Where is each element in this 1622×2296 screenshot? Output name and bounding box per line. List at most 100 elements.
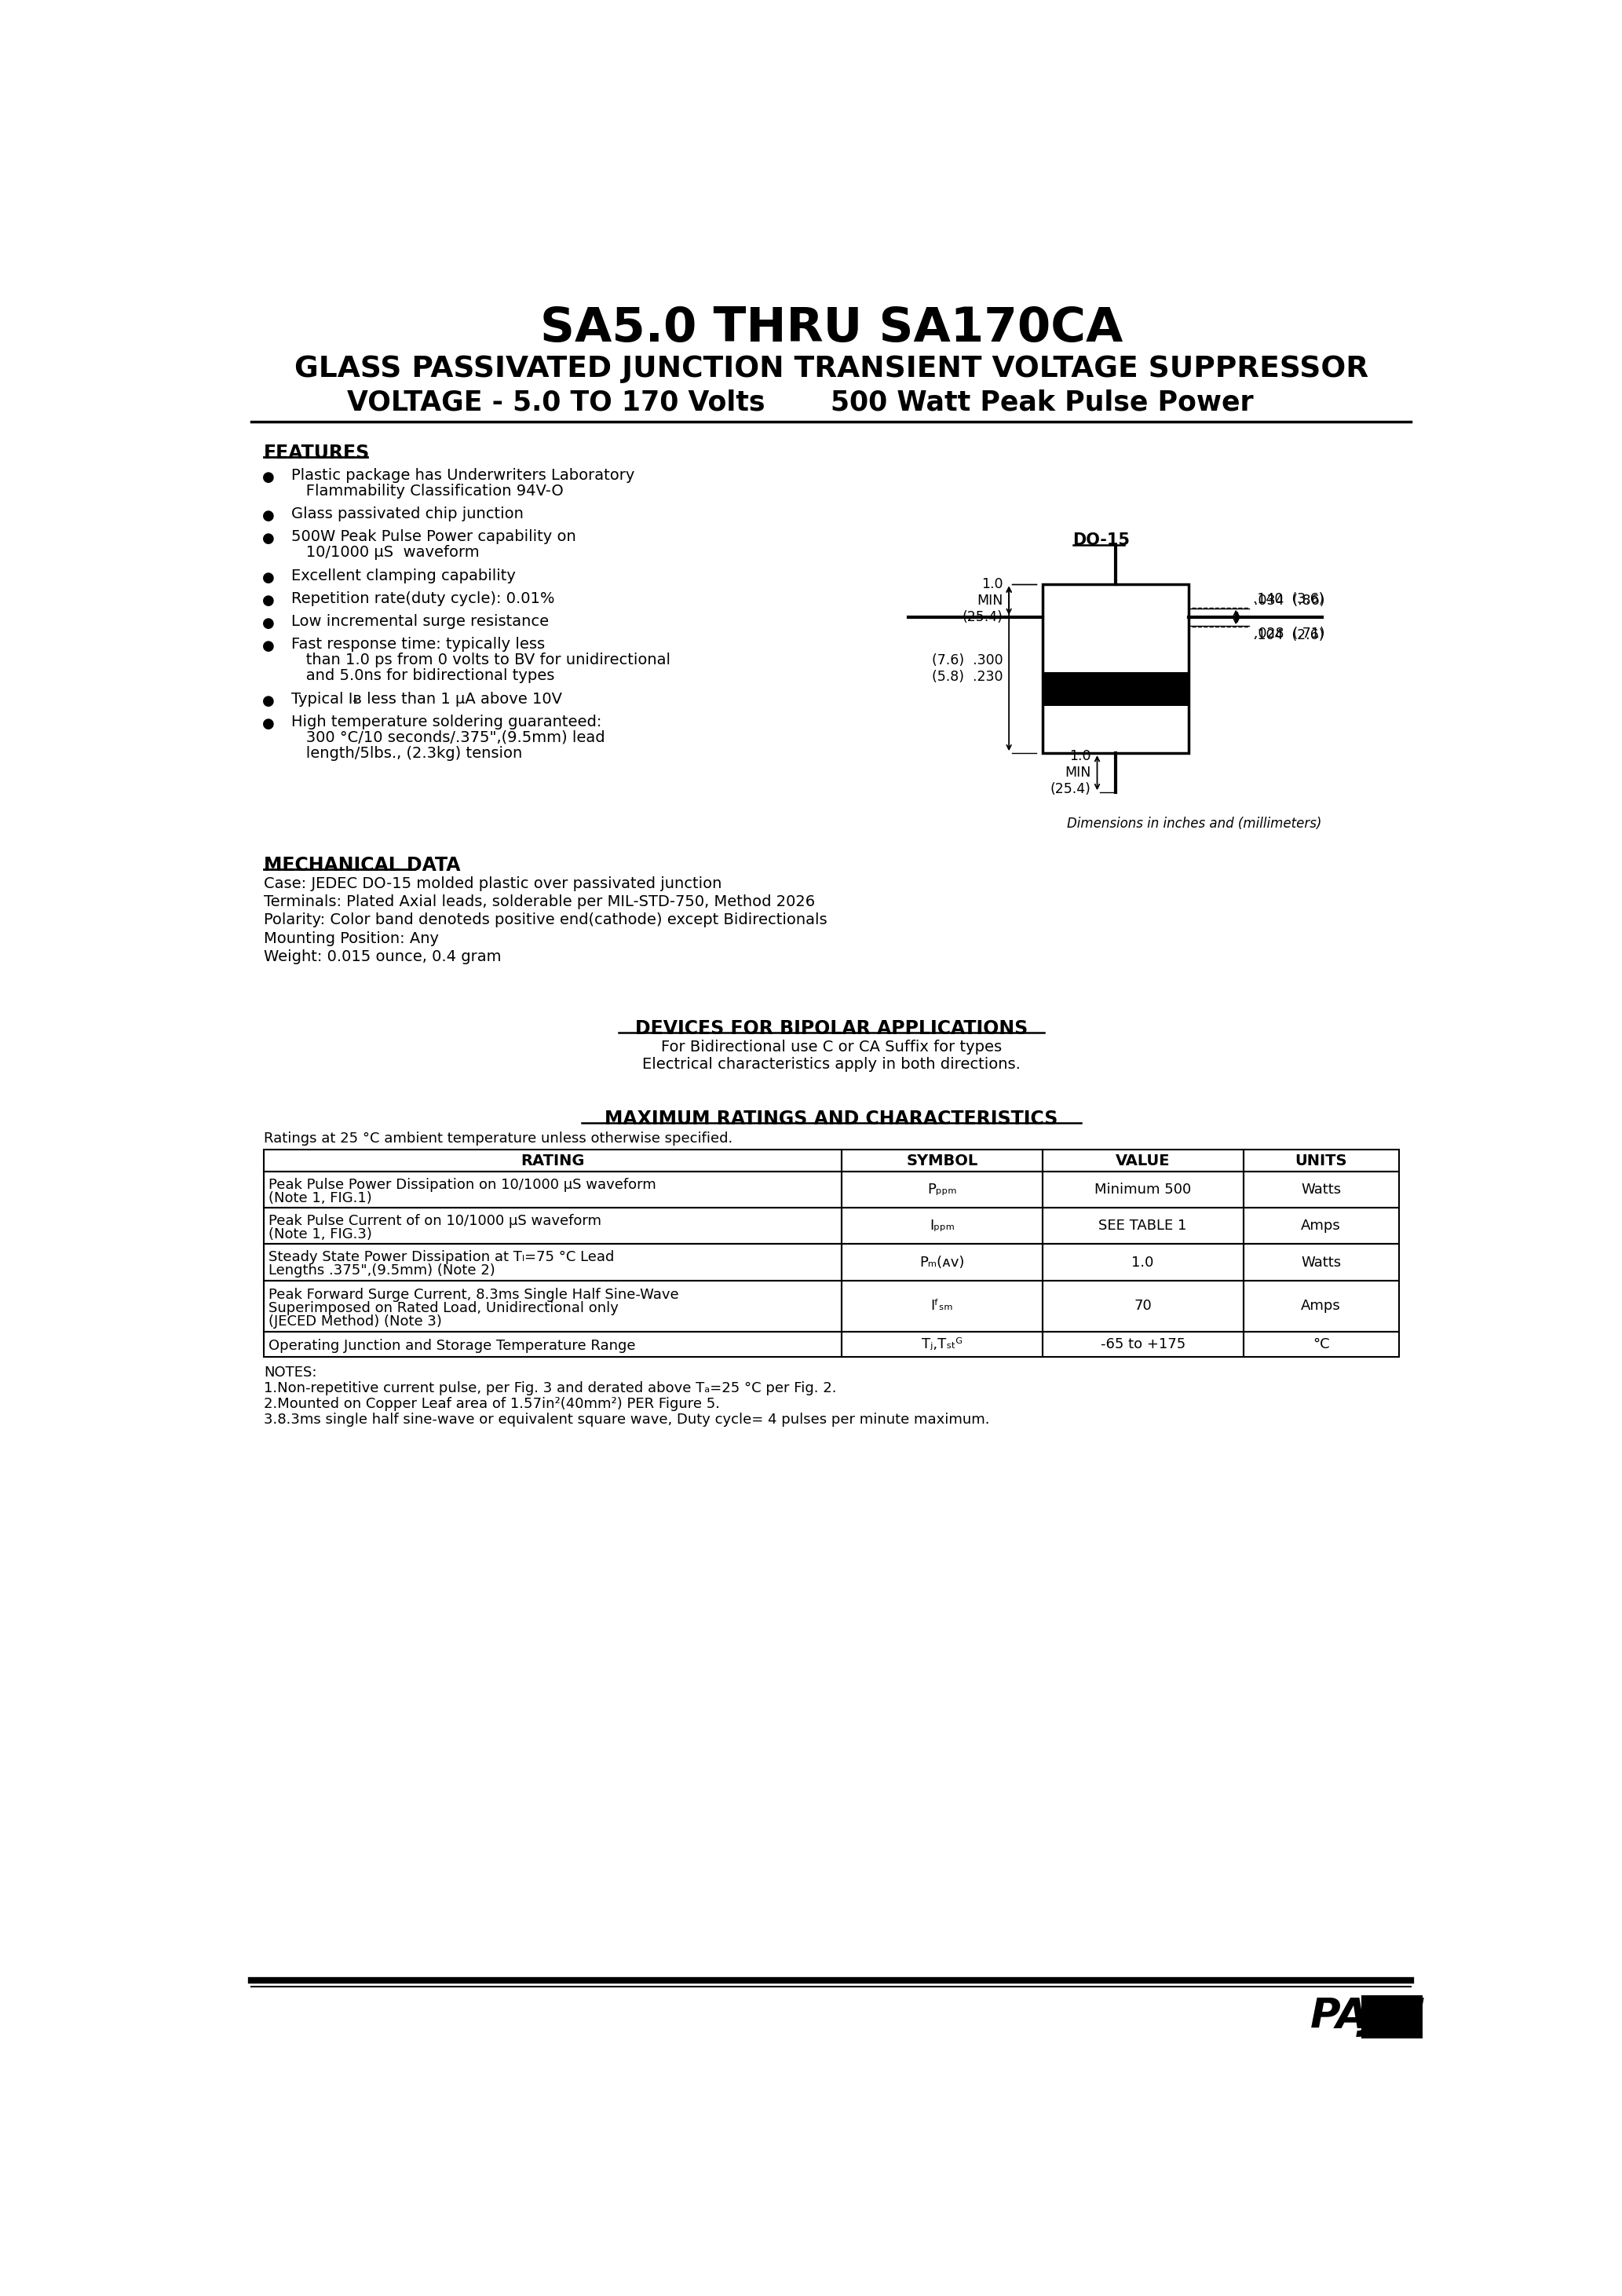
Bar (1043, 583, 1189, 753)
Bar (1242, 1281, 1398, 1332)
Text: MAXIMUM RATINGS AND CHARACTERISTICS: MAXIMUM RATINGS AND CHARACTERISTICS (605, 1109, 1058, 1130)
Text: Iᶠₛₘ: Iᶠₛₘ (931, 1300, 954, 1313)
Bar (1043, 1171, 1242, 1208)
Text: Excellent clamping capability: Excellent clamping capability (290, 567, 516, 583)
Bar (842, 1208, 1043, 1244)
Text: Repetition rate(duty cycle): 0.01%: Repetition rate(duty cycle): 0.01% (290, 590, 555, 606)
Text: ●: ● (263, 618, 274, 631)
Text: ●: ● (263, 693, 274, 707)
Text: °C: °C (1312, 1339, 1330, 1352)
Text: 70: 70 (1134, 1300, 1152, 1313)
Bar (1043, 1150, 1242, 1171)
Text: 1.Non-repetitive current pulse, per Fig. 3 and derated above Tₐ=25 °C per Fig. 2: 1.Non-repetitive current pulse, per Fig.… (264, 1382, 837, 1396)
Text: Peak Pulse Power Dissipation on 10/1000 µS waveform: Peak Pulse Power Dissipation on 10/1000 … (269, 1178, 657, 1192)
Text: Mounting Position: Any: Mounting Position: Any (264, 930, 438, 946)
Text: 500 Watt Peak Pulse Power: 500 Watt Peak Pulse Power (830, 388, 1254, 416)
Text: Weight: 0.015 ounce, 0.4 gram: Weight: 0.015 ounce, 0.4 gram (264, 948, 501, 964)
Text: Terminals: Plated Axial leads, solderable per MIL-STD-750, Method 2026: Terminals: Plated Axial leads, solderabl… (264, 895, 814, 909)
Text: Iₚₚₘ: Iₚₚₘ (929, 1219, 955, 1233)
Text: .140  (3.6): .140 (3.6) (1252, 592, 1324, 606)
Text: and 5.0ns for bidirectional types: and 5.0ns for bidirectional types (290, 668, 555, 684)
Text: 1.0
MIN
(25.4): 1.0 MIN (25.4) (962, 576, 1002, 625)
Text: -65 to +175: -65 to +175 (1100, 1339, 1186, 1352)
Text: than 1.0 ps from 0 volts to BV for unidirectional: than 1.0 ps from 0 volts to BV for unidi… (290, 652, 670, 668)
Text: Polarity: Color band denoteds positive end(cathode) except Bidirectionals: Polarity: Color band denoteds positive e… (264, 914, 827, 928)
Text: 1.0
MIN
(25.4): 1.0 MIN (25.4) (1051, 748, 1092, 797)
Text: Lengths .375",(9.5mm) (Note 2): Lengths .375",(9.5mm) (Note 2) (269, 1263, 495, 1277)
Bar (842, 1332, 1043, 1357)
Text: Peak Pulse Current of on 10/1000 µS waveform: Peak Pulse Current of on 10/1000 µS wave… (269, 1215, 602, 1228)
Text: SEE TABLE 1: SEE TABLE 1 (1098, 1219, 1187, 1233)
Text: Glass passivated chip junction: Glass passivated chip junction (290, 507, 524, 521)
Text: ●: ● (263, 471, 274, 484)
Bar (1043, 1281, 1242, 1332)
Text: .104  (2.6): .104 (2.6) (1252, 629, 1324, 643)
Text: Dimensions in inches and (millimeters): Dimensions in inches and (millimeters) (1067, 817, 1322, 831)
Text: Electrical characteristics apply in both directions.: Electrical characteristics apply in both… (642, 1056, 1020, 1072)
Text: Watts: Watts (1301, 1182, 1341, 1196)
Text: Plastic package has Underwriters Laboratory: Plastic package has Underwriters Laborat… (290, 468, 634, 482)
Bar (264, 1150, 842, 1171)
Text: Steady State Power Dissipation at Tₗ=75 °C Lead: Steady State Power Dissipation at Tₗ=75 … (269, 1251, 615, 1265)
Text: VALUE: VALUE (1116, 1153, 1169, 1169)
Text: (JECED Method) (Note 3): (JECED Method) (Note 3) (269, 1316, 441, 1329)
Text: UNITS: UNITS (1294, 1153, 1348, 1169)
Text: GLASS PASSIVATED JUNCTION TRANSIENT VOLTAGE SUPPRESSOR: GLASS PASSIVATED JUNCTION TRANSIENT VOLT… (294, 356, 1369, 383)
Text: Tⱼ,Tₛₜᴳ: Tⱼ,Tₛₜᴳ (921, 1339, 962, 1352)
Text: 300 °C/10 seconds/.375",(9.5mm) lead: 300 °C/10 seconds/.375",(9.5mm) lead (290, 730, 605, 746)
Text: 1.0: 1.0 (1132, 1256, 1153, 1270)
Text: DO-15: DO-15 (1072, 533, 1131, 549)
Bar (1242, 1208, 1398, 1244)
Bar (1043, 1244, 1242, 1281)
Text: MECHANICAL DATA: MECHANICAL DATA (264, 856, 461, 875)
Text: ●: ● (263, 641, 274, 654)
Bar (1242, 1171, 1398, 1208)
Text: Amps: Amps (1301, 1300, 1341, 1313)
Text: (Note 1, FIG.3): (Note 1, FIG.3) (269, 1226, 371, 1242)
Text: NOTES:: NOTES: (264, 1366, 316, 1380)
Text: Pₚₚₘ: Pₚₚₘ (928, 1182, 957, 1196)
Text: ●: ● (263, 572, 274, 585)
Text: Fast response time: typically less: Fast response time: typically less (290, 636, 545, 652)
Text: Peak Forward Surge Current, 8.3ms Single Half Sine-Wave: Peak Forward Surge Current, 8.3ms Single… (269, 1288, 678, 1302)
Text: VOLTAGE - 5.0 TO 170 Volts: VOLTAGE - 5.0 TO 170 Volts (347, 388, 764, 416)
Bar (842, 1171, 1043, 1208)
Bar (264, 1332, 842, 1357)
Text: SYMBOL: SYMBOL (907, 1153, 978, 1169)
Bar (264, 1244, 842, 1281)
Text: Operating Junction and Storage Temperature Range: Operating Junction and Storage Temperatu… (269, 1339, 636, 1352)
Bar (842, 1281, 1043, 1332)
Text: JIT: JIT (1362, 1998, 1421, 2037)
Text: PAN: PAN (1311, 1998, 1403, 2037)
Text: Amps: Amps (1301, 1219, 1341, 1233)
Text: Typical Iᴃ less than 1 µA above 10V: Typical Iᴃ less than 1 µA above 10V (290, 691, 561, 707)
Text: High temperature soldering guaranteed:: High temperature soldering guaranteed: (290, 714, 602, 730)
Text: RATING: RATING (521, 1153, 584, 1169)
Bar (842, 1150, 1043, 1171)
Text: ●: ● (263, 595, 274, 608)
Text: SA5.0 THRU SA170CA: SA5.0 THRU SA170CA (540, 305, 1122, 351)
Text: (Note 1, FIG.1): (Note 1, FIG.1) (269, 1192, 371, 1205)
Text: Low incremental surge resistance: Low incremental surge resistance (290, 613, 548, 629)
Bar (1043, 1208, 1242, 1244)
Bar (1242, 1244, 1398, 1281)
Bar (1043, 673, 1189, 705)
Bar (1242, 1150, 1398, 1171)
Text: 10/1000 µS  waveform: 10/1000 µS waveform (290, 544, 478, 560)
Text: Superimposed on Rated Load, Unidirectional only: Superimposed on Rated Load, Unidirection… (269, 1302, 618, 1316)
Text: For Bidirectional use C or CA Suffix for types: For Bidirectional use C or CA Suffix for… (660, 1040, 1002, 1054)
Text: 2.Mounted on Copper Leaf area of 1.57in²(40mm²) PER Figure 5.: 2.Mounted on Copper Leaf area of 1.57in²… (264, 1396, 720, 1412)
Text: .028  (.71): .028 (.71) (1254, 627, 1325, 641)
Bar (264, 1281, 842, 1332)
Text: length/5lbs., (2.3kg) tension: length/5lbs., (2.3kg) tension (290, 746, 522, 760)
Text: Ratings at 25 °C ambient temperature unless otherwise specified.: Ratings at 25 °C ambient temperature unl… (264, 1132, 733, 1146)
Bar (1043, 1332, 1242, 1357)
Text: .034  (.86): .034 (.86) (1254, 592, 1325, 608)
Text: ●: ● (263, 716, 274, 730)
Text: DEVICES FOR BIPOLAR APPLICATIONS: DEVICES FOR BIPOLAR APPLICATIONS (634, 1019, 1028, 1038)
Bar (264, 1171, 842, 1208)
Text: Minimum 500: Minimum 500 (1095, 1182, 1191, 1196)
Text: 500W Peak Pulse Power capability on: 500W Peak Pulse Power capability on (290, 530, 576, 544)
Text: ●: ● (263, 510, 274, 523)
Text: FEATURES: FEATURES (264, 443, 370, 461)
